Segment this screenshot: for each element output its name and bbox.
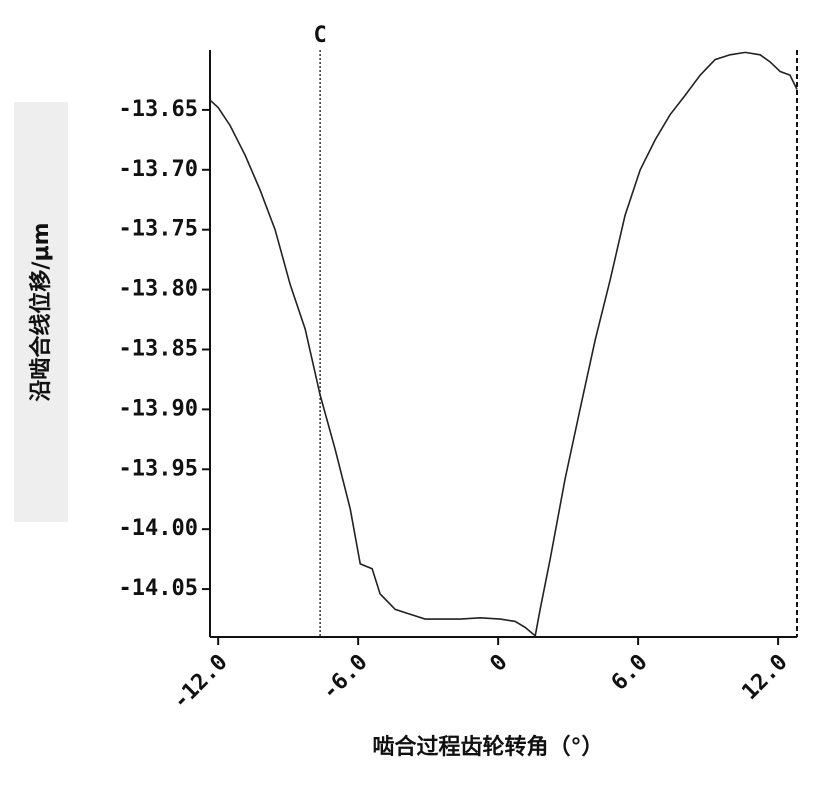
x-tick-label: -6.0 bbox=[317, 650, 372, 705]
x-tick-label: -12.0 bbox=[168, 650, 233, 715]
y-tick-label: -13.70 bbox=[119, 157, 198, 182]
y-tick-label: -13.85 bbox=[119, 336, 198, 361]
y-tick-label: -13.95 bbox=[119, 456, 198, 481]
x-axis-label: 啮合过程齿轮转角（°） bbox=[372, 734, 603, 760]
y-tick-label: -13.75 bbox=[119, 217, 198, 242]
y-tick-label: -14.05 bbox=[119, 576, 198, 601]
annotation-label: C bbox=[313, 23, 326, 48]
x-tick-label: 6.0 bbox=[607, 650, 653, 696]
y-tick-label: -13.80 bbox=[119, 277, 198, 302]
y-tick-label: -13.90 bbox=[119, 396, 198, 421]
y-label-background bbox=[14, 102, 68, 522]
x-tick-label: 12.0 bbox=[737, 650, 792, 705]
y-axis-label: 沿啮合线位移/μm bbox=[28, 222, 54, 401]
y-tick-label: -14.00 bbox=[119, 516, 198, 541]
x-tick-label: 0 bbox=[486, 650, 513, 677]
y-tick-label: -13.65 bbox=[119, 97, 198, 122]
data-line bbox=[209, 51, 798, 638]
